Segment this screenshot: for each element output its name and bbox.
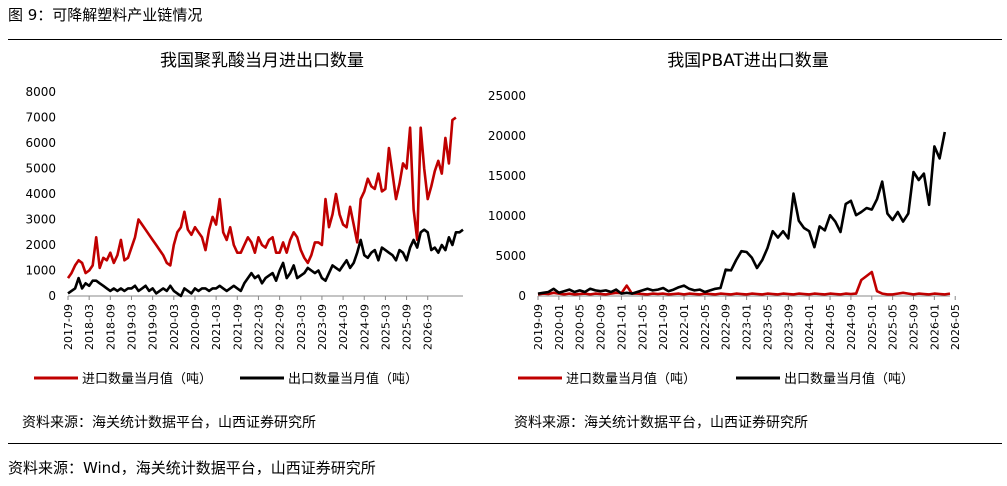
x-tick-label: 2018-09 (104, 304, 117, 350)
x-tick-label: 2025-05 (887, 304, 900, 350)
y-tick-label: 2000 (25, 238, 56, 252)
y-tick-label: 25000 (488, 89, 526, 103)
x-tick-label: 2024-09 (358, 304, 371, 350)
y-tick-label: 10000 (488, 209, 526, 223)
x-tick-label: 2019-03 (125, 304, 138, 350)
chart-title-2: 我国PBAT进出口数量 (667, 51, 829, 71)
series-line-import (537, 270, 951, 296)
x-tick-label: 2024-03 (337, 304, 350, 350)
x-tick-label: 2021-05 (636, 304, 649, 350)
y-tick-label: 3000 (25, 213, 56, 227)
x-tick-label: 2024-05 (824, 304, 837, 350)
series-line-export (67, 228, 464, 298)
x-tick-label: 2023-09 (316, 304, 329, 350)
chart-source: 资料来源：海关统计数据平台，山西证券研究所 (22, 415, 316, 431)
x-tick-label: 2022-09 (274, 304, 287, 350)
x-tick-label: 2026-05 (949, 304, 962, 350)
x-tick-label: 2026-01 (928, 304, 941, 350)
x-tick-label: 2018-03 (83, 304, 96, 350)
y-tick-label: 0 (48, 289, 56, 303)
x-tick-label: 2023-05 (761, 304, 774, 350)
x-tick-label: 2024-09 (845, 304, 858, 350)
legend-label: 出口数量当月值（吨） (288, 371, 418, 387)
x-tick-label: 2021-09 (231, 304, 244, 350)
x-tick-label: 2025-09 (401, 304, 414, 350)
chart-source: 资料来源：海关统计数据平台，山西证券研究所 (514, 415, 808, 431)
x-tick-label: 2022-01 (678, 304, 691, 350)
figure-title: 图 9：可降解塑料产业链情况 (8, 6, 203, 24)
x-tick-label: 2025-09 (907, 304, 920, 350)
x-tick-label: 2022-09 (720, 304, 733, 350)
x-tick-label: 2022-05 (699, 304, 712, 350)
x-tick-label: 2023-01 (741, 304, 754, 350)
y-tick-label: 5000 (495, 249, 526, 263)
x-tick-label: 2020-09 (595, 304, 608, 350)
y-tick-label: 7000 (25, 111, 56, 125)
figure-source: 资料来源：Wind，海关统计数据平台，山西证券研究所 (8, 459, 376, 477)
x-tick-label: 2025-03 (379, 304, 392, 350)
x-tick-label: 2023-09 (782, 304, 795, 350)
x-tick-label: 2019-09 (147, 304, 160, 350)
x-tick-label: 2021-09 (657, 304, 670, 350)
legend-label: 进口数量当月值（吨） (566, 371, 696, 387)
y-tick-label: 15000 (488, 169, 526, 183)
y-tick-label: 20000 (488, 129, 526, 143)
top-rule (8, 39, 1002, 40)
y-tick-label: 5000 (25, 162, 56, 176)
x-tick-label: 2020-01 (553, 304, 566, 350)
x-tick-label: 2023-03 (295, 304, 308, 350)
x-tick-label: 2022-03 (252, 304, 265, 350)
legend-label: 进口数量当月值（吨） (82, 371, 212, 387)
x-tick-label: 2025-01 (866, 304, 879, 350)
series-line-import (66, 116, 457, 279)
chart-title-1: 我国聚乳酸当月进出口数量 (160, 51, 364, 71)
legend-label: 出口数量当月值（吨） (784, 371, 914, 387)
x-tick-label: 2019-09 (532, 304, 545, 350)
x-tick-label: 2024-01 (803, 304, 816, 350)
y-tick-label: 8000 (25, 85, 56, 99)
series-line-export (537, 131, 947, 295)
y-tick-label: 6000 (25, 136, 56, 150)
x-tick-label: 2026-03 (422, 304, 435, 350)
x-tick-label: 2017-09 (62, 304, 75, 350)
x-tick-label: 2021-03 (210, 304, 223, 350)
x-tick-label: 2020-05 (574, 304, 587, 350)
bottom-rule (8, 443, 1002, 444)
y-tick-label: 4000 (25, 187, 56, 201)
y-tick-label: 0 (518, 289, 526, 303)
y-tick-label: 1000 (25, 264, 56, 278)
x-tick-label: 2020-03 (168, 304, 181, 350)
x-tick-label: 2021-01 (615, 304, 628, 350)
x-tick-label: 2020-09 (189, 304, 202, 350)
